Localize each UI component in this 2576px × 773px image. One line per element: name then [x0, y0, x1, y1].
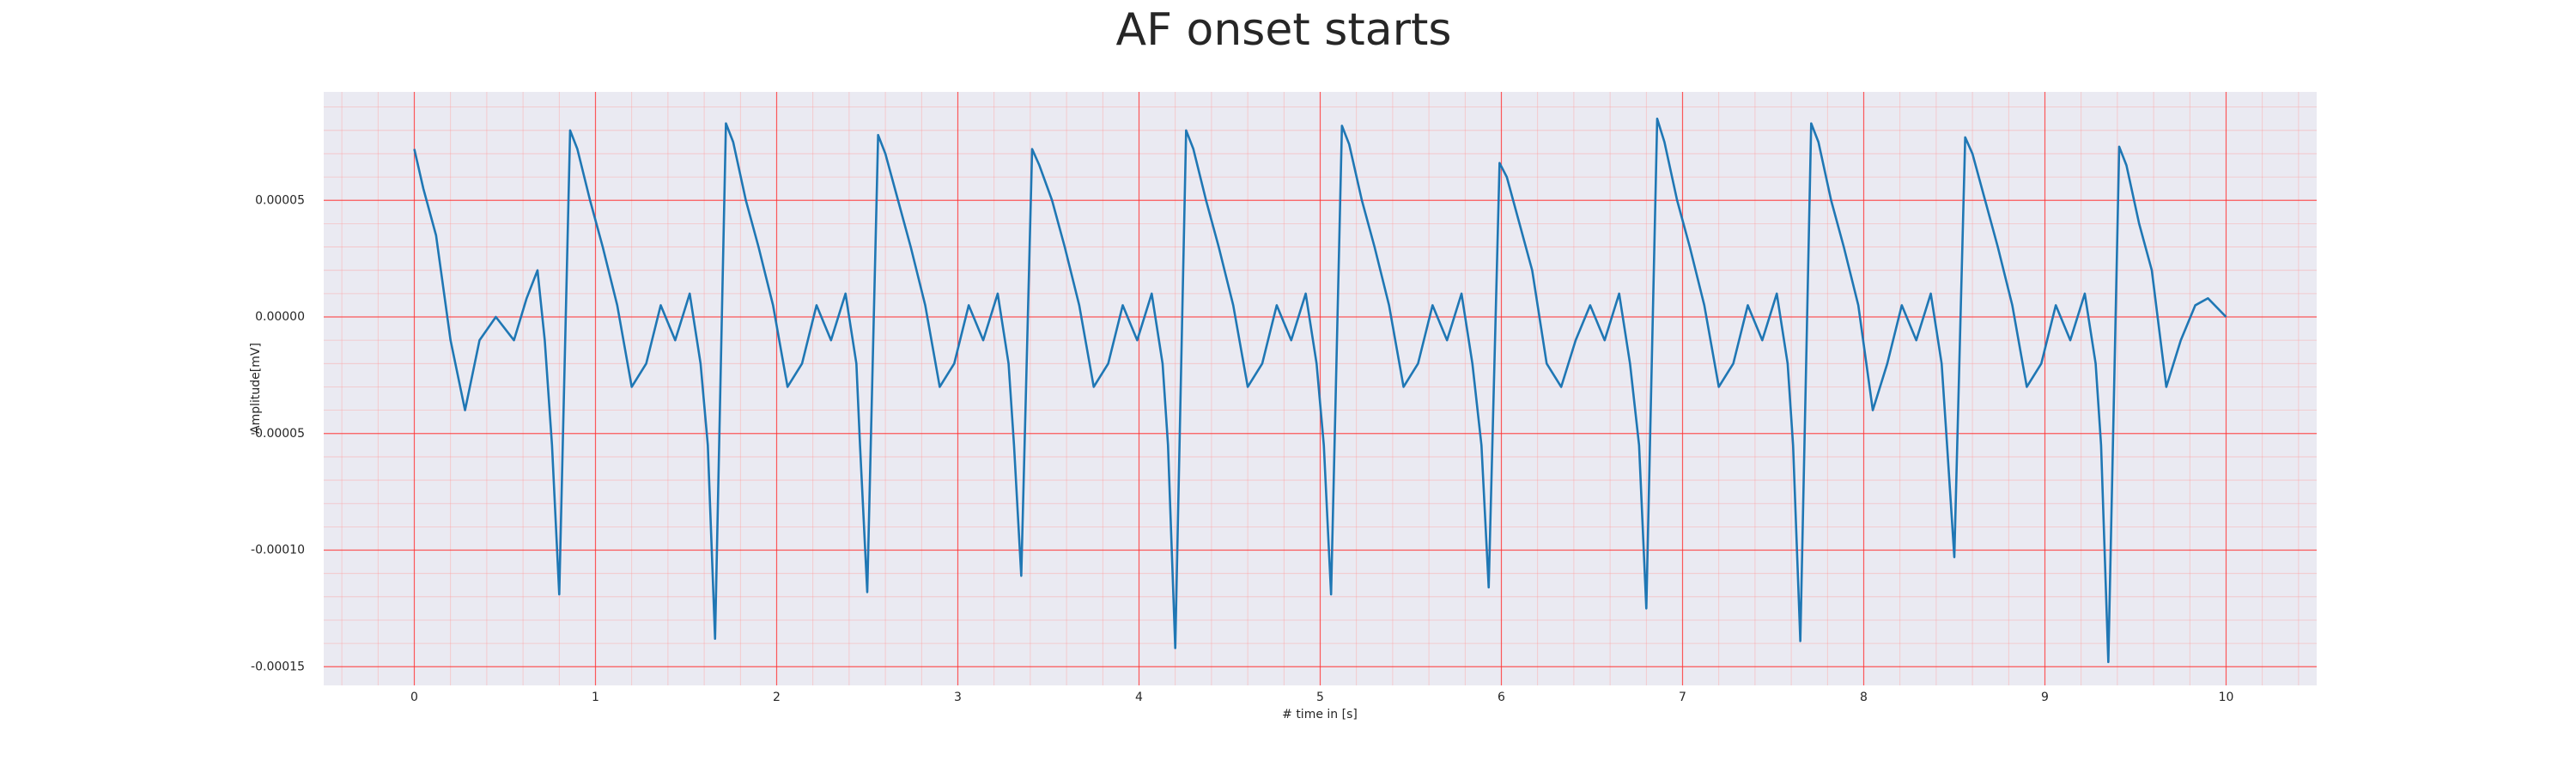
x-tick-label: 0 [410, 691, 418, 704]
y-tick-label: 0.00000 [255, 310, 305, 324]
x-tick-label: 3 [954, 691, 962, 704]
y-tick-label: 0.00005 [255, 193, 305, 207]
y-tick-label: -0.00005 [251, 427, 305, 441]
x-tick-label: 8 [1860, 691, 1868, 704]
x-tick-label: 6 [1498, 691, 1505, 704]
y-tick-label: -0.00010 [251, 544, 305, 557]
chart-title: AF onset starts [1116, 4, 1452, 56]
series-line [413, 117, 2227, 664]
x-tick-label: 10 [2219, 691, 2234, 704]
x-tick-label: 1 [592, 691, 599, 704]
x-tick-label: 9 [2041, 691, 2049, 704]
y-axis-label: Amplitude[mV] [249, 343, 263, 434]
x-axis-label: # time in [s] [1282, 708, 1358, 721]
x-tick-label: 2 [773, 691, 781, 704]
x-tick-label: 5 [1316, 691, 1324, 704]
x-tick-label: 7 [1679, 691, 1686, 704]
y-tick-label: -0.00015 [251, 660, 305, 673]
x-tick-label: 4 [1135, 691, 1143, 704]
